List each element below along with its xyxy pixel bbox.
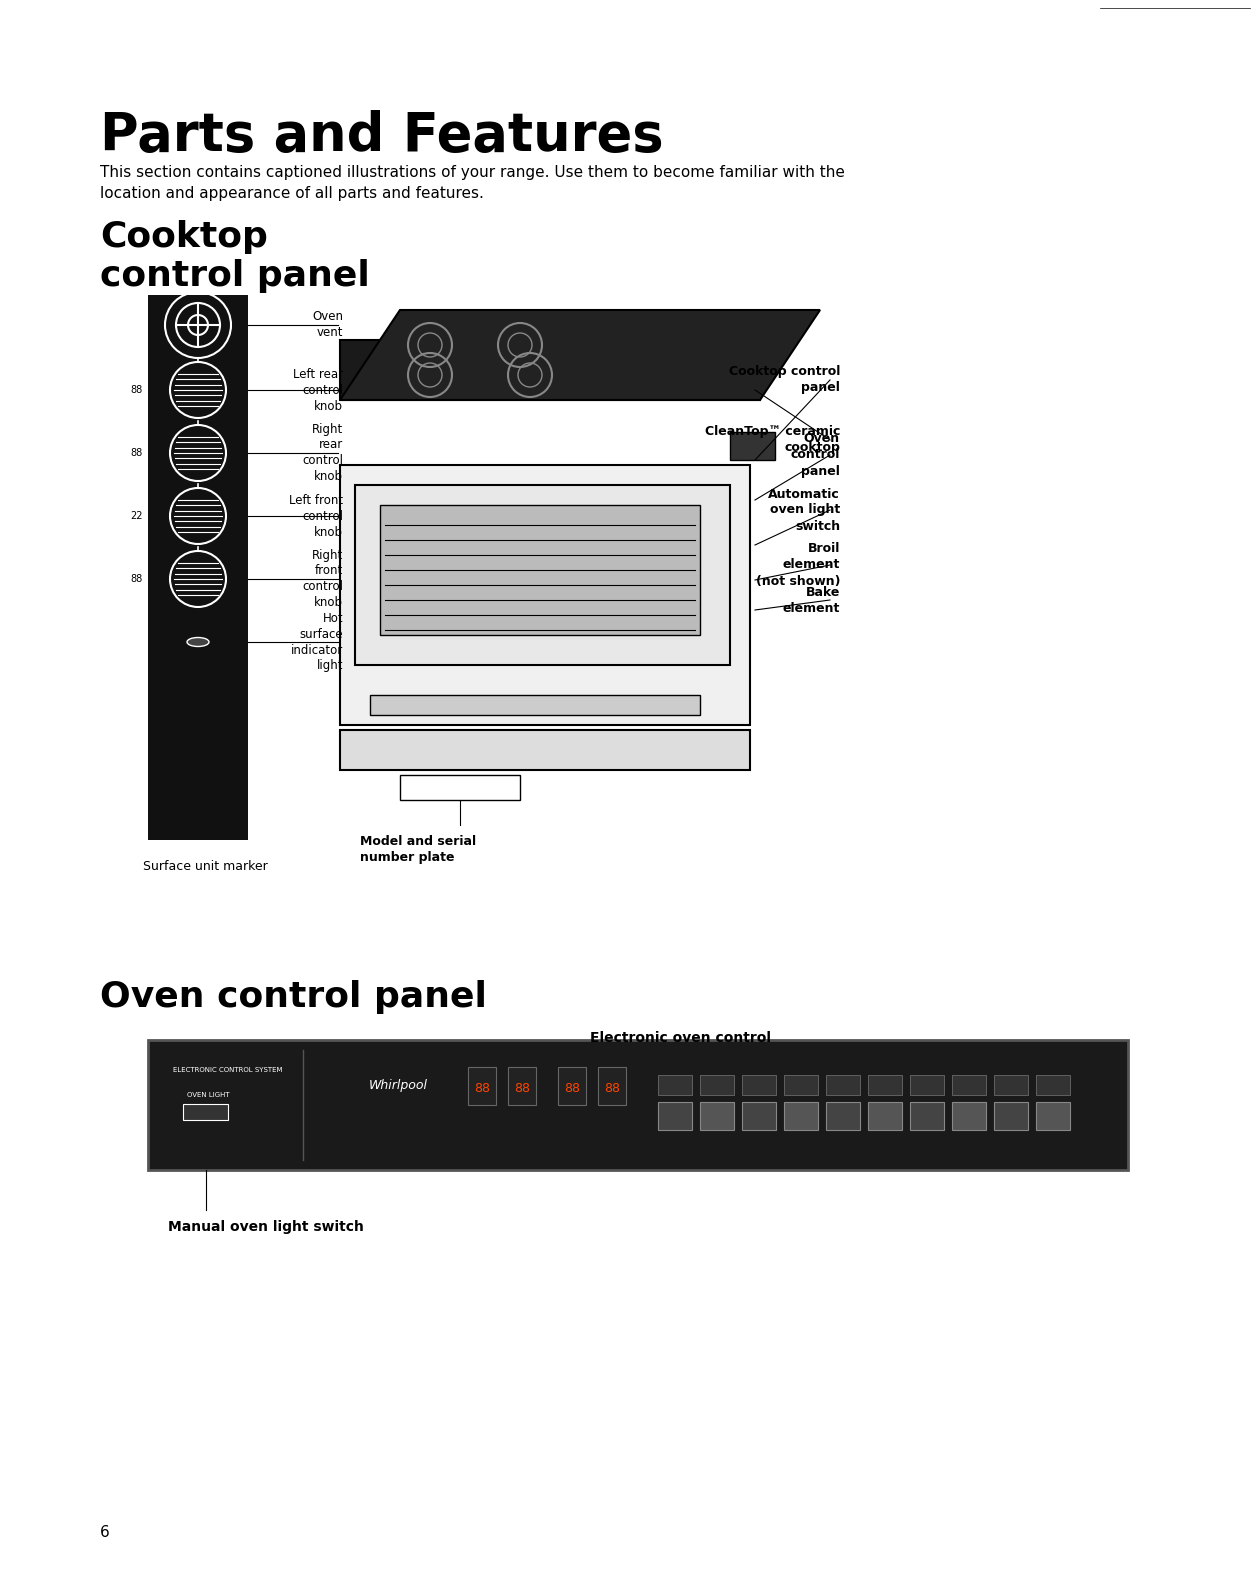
Bar [730, 433, 775, 459]
Text: Right
front
control
knob: Right front control knob [302, 548, 343, 609]
Text: 88: 88 [131, 575, 142, 584]
Bar [784, 1102, 818, 1131]
Bar [340, 339, 760, 399]
Bar [598, 1067, 626, 1105]
Bar [868, 1075, 902, 1094]
Text: 88: 88 [131, 448, 142, 458]
Bar [868, 1102, 902, 1131]
Text: 6: 6 [100, 1525, 110, 1540]
Bar [910, 1102, 944, 1131]
Bar [508, 1067, 536, 1105]
Bar [827, 1102, 861, 1131]
Text: Cooktop
control panel: Cooktop control panel [100, 219, 369, 294]
Bar [147, 1041, 1128, 1170]
Bar [994, 1075, 1028, 1094]
Bar [658, 1102, 692, 1131]
Text: Left front
control
knob: Left front control knob [289, 494, 343, 538]
Text: 88: 88 [604, 1082, 620, 1094]
Bar [701, 1075, 735, 1094]
Text: 88: 88 [131, 385, 142, 395]
Bar [1036, 1075, 1070, 1094]
Text: Left rear
control
knob: Left rear control knob [292, 368, 343, 412]
Bar [183, 1104, 228, 1120]
Bar [399, 775, 520, 801]
Bar [467, 1067, 496, 1105]
Text: This section contains captioned illustrations of your range. Use them to become : This section contains captioned illustra… [100, 164, 845, 201]
Bar [742, 1102, 776, 1131]
Bar [340, 464, 750, 725]
Text: Electronic oven control: Electronic oven control [590, 1031, 771, 1045]
Bar [953, 1102, 987, 1131]
Text: Parts and Features: Parts and Features [100, 111, 664, 163]
Polygon shape [355, 485, 730, 665]
Bar [340, 729, 750, 771]
Text: Oven
control
panel: Oven control panel [790, 433, 840, 477]
Text: 88: 88 [474, 1082, 490, 1094]
Text: Oven control panel: Oven control panel [100, 981, 486, 1014]
Text: OVEN LIGHT: OVEN LIGHT [186, 1093, 229, 1097]
Ellipse shape [186, 638, 209, 646]
Bar [370, 695, 701, 715]
Bar [147, 295, 248, 840]
Text: Automatic
oven light
switch: Automatic oven light switch [769, 488, 840, 532]
Text: CleanTop™ ceramic
cooktop: CleanTop™ ceramic cooktop [704, 425, 840, 455]
Bar [784, 1075, 818, 1094]
Bar [701, 1102, 735, 1131]
Text: Whirlpool: Whirlpool [368, 1078, 427, 1091]
Bar [827, 1075, 861, 1094]
Text: 88: 88 [564, 1082, 580, 1094]
Bar [558, 1067, 586, 1105]
Polygon shape [381, 505, 701, 635]
Text: Surface unit marker: Surface unit marker [142, 861, 267, 873]
Text: ELECTRONIC CONTROL SYSTEM: ELECTRONIC CONTROL SYSTEM [174, 1067, 282, 1074]
Polygon shape [340, 309, 820, 399]
Text: 88: 88 [514, 1082, 530, 1094]
Text: Manual oven light switch: Manual oven light switch [168, 1221, 364, 1235]
Text: Hot
surface
indicator
light: Hot surface indicator light [291, 611, 343, 673]
Text: Cooktop control
panel: Cooktop control panel [728, 365, 840, 395]
Bar [742, 1075, 776, 1094]
Text: 22: 22 [131, 512, 142, 521]
Bar [994, 1102, 1028, 1131]
Text: Oven
vent: Oven vent [312, 311, 343, 339]
Bar [953, 1075, 987, 1094]
Text: Bake
element: Bake element [782, 586, 840, 614]
Text: Broil
element
(not shown): Broil element (not shown) [756, 543, 840, 587]
Text: Right
rear
control
knob: Right rear control knob [302, 423, 343, 483]
Text: Model and serial
number plate: Model and serial number plate [360, 835, 476, 864]
Bar [910, 1075, 944, 1094]
Bar [658, 1075, 692, 1094]
Bar [1036, 1102, 1070, 1131]
